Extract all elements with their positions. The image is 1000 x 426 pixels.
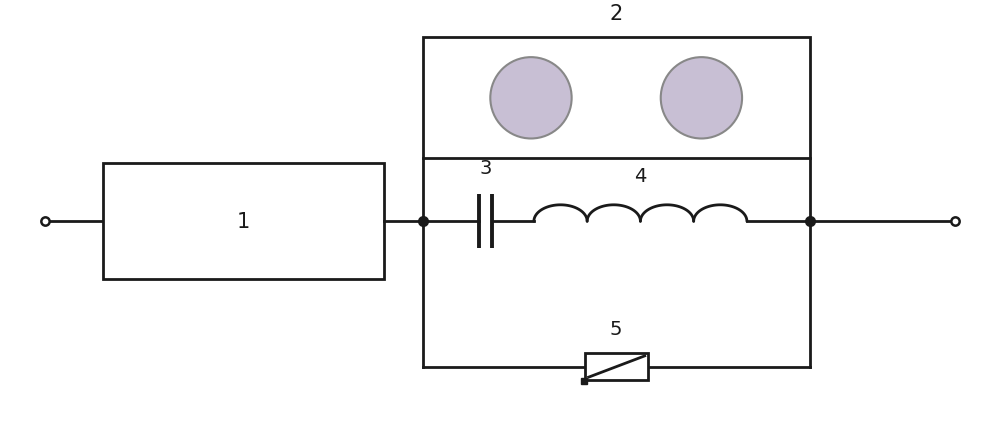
- Text: 3: 3: [479, 158, 492, 177]
- Text: 5: 5: [610, 320, 622, 339]
- Bar: [103, 164, 384, 280]
- Bar: [423, 38, 810, 159]
- Text: 4: 4: [634, 167, 647, 186]
- Text: 2: 2: [610, 4, 623, 24]
- Circle shape: [490, 58, 572, 139]
- Circle shape: [661, 58, 742, 139]
- Bar: [585, 353, 648, 380]
- Text: 1: 1: [237, 212, 250, 232]
